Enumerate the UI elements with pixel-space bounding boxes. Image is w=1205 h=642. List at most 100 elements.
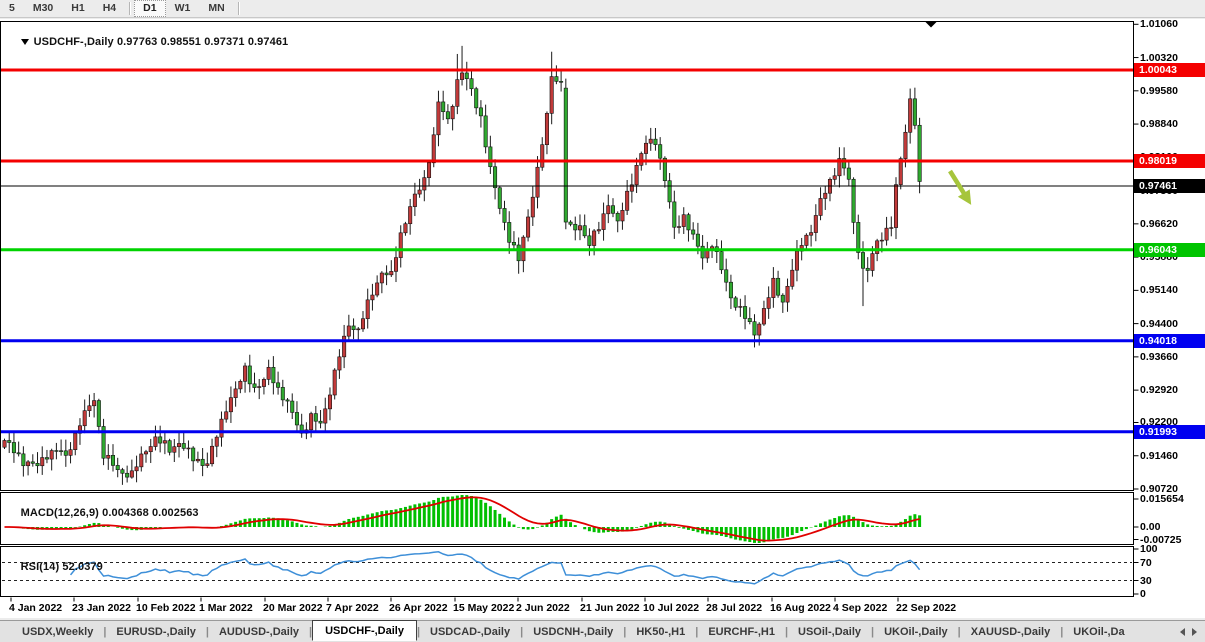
macd-histogram-bar <box>59 527 63 529</box>
candle-body <box>889 227 894 229</box>
candle-body <box>44 457 49 460</box>
candle-body <box>35 463 40 467</box>
candle-body <box>625 190 630 211</box>
candle-body <box>351 325 356 330</box>
timeframe-button-5[interactable]: 5 <box>9 2 15 14</box>
chart-tab-usdcad-daily[interactable]: USDCAD-,Daily <box>430 625 511 638</box>
macd-histogram-bar <box>653 521 657 527</box>
macd-histogram-bar <box>290 521 294 527</box>
sell-arrow-icon[interactable] <box>944 167 977 208</box>
candle-body <box>497 187 502 209</box>
candle-body <box>912 98 917 126</box>
chart-tab-usdcnh-daily[interactable]: USDCNH-,Daily <box>533 625 614 638</box>
tab-scroll-left-icon[interactable] <box>1180 627 1185 636</box>
chart-tab-xauusd-daily[interactable]: XAUUSD-,Daily <box>970 625 1051 638</box>
candle-body <box>488 146 493 168</box>
candle-body <box>639 153 644 166</box>
candle-body <box>634 165 639 186</box>
time-axis-label: 10 Jul 2022 <box>643 602 700 614</box>
chart-tab-hk50-h1[interactable]: HK50-,H1 <box>636 625 686 638</box>
time-axis-label: 20 Mar 2022 <box>263 602 323 614</box>
macd-histogram-bar <box>64 527 68 529</box>
macd-histogram-bar <box>767 527 771 542</box>
time-axis-label: 22 Sep 2022 <box>896 602 957 614</box>
symbol-dropdown-icon[interactable] <box>20 39 29 45</box>
macd-histogram-bar <box>224 524 228 527</box>
candle-body <box>879 239 884 242</box>
macd-histogram-bar <box>630 527 634 530</box>
candle-body <box>747 318 752 322</box>
candle-body <box>356 328 361 331</box>
candle-body <box>280 387 285 401</box>
candle-body <box>832 175 837 180</box>
macd-histogram-bar <box>54 527 58 529</box>
candle-body <box>648 138 653 144</box>
macd-histogram-bar <box>918 515 922 527</box>
timeframe-button-w1[interactable]: W1 <box>174 2 191 14</box>
tab-separator: | <box>784 625 789 638</box>
macd-histogram-bar <box>451 496 455 527</box>
chart-tab-usdchf-daily[interactable]: USDCHF-,Daily <box>312 619 417 641</box>
candle-body <box>516 244 521 262</box>
macd-histogram-bar <box>639 525 643 527</box>
macd-histogram-bar <box>286 520 290 527</box>
candle-body <box>403 223 408 234</box>
candle-body <box>610 205 615 214</box>
chart-tab-usoil-daily[interactable]: USOil-,Daily <box>798 625 861 638</box>
macd-histogram-bar <box>696 527 700 533</box>
time-axis-label: 2 Jun 2022 <box>516 602 570 614</box>
timeframe-button-h1[interactable]: H1 <box>71 2 85 14</box>
chart-tab-eurusd-daily[interactable]: EURUSD-,Daily <box>116 625 196 638</box>
tab-scroll-buttons <box>1180 627 1205 636</box>
candle-body <box>582 225 587 237</box>
macd-histogram-bar <box>828 519 832 527</box>
macd-histogram-bar <box>253 518 257 527</box>
macd-histogram-bar <box>106 525 110 527</box>
time-axis-label: 7 Apr 2022 <box>326 602 379 614</box>
candle-body <box>658 144 663 159</box>
macd-histogram-bar <box>583 527 587 530</box>
timeframe-button-h4[interactable]: H4 <box>102 2 117 14</box>
chart-tab-ukoil-daily[interactable]: UKOil-,Daily <box>884 625 948 638</box>
chart-tab-ukoil-da[interactable]: UKOil-,Da <box>1073 625 1125 638</box>
candle-body <box>172 446 177 453</box>
timeframe-button-d1[interactable]: D1 <box>134 0 166 17</box>
candle-body <box>823 192 828 199</box>
tab-scroll-right-icon[interactable] <box>1192 627 1197 636</box>
macd-histogram-bar <box>366 514 370 527</box>
macd-histogram-bar <box>83 525 87 527</box>
candle-body <box>780 294 785 303</box>
candle-body <box>837 158 842 177</box>
timeframe-button-m30[interactable]: M30 <box>32 2 54 14</box>
macd-histogram-bar <box>649 522 653 527</box>
tab-separator: | <box>309 625 313 638</box>
candle-body <box>846 167 851 180</box>
macd-histogram-bar <box>408 505 412 527</box>
candle-body <box>771 277 776 298</box>
candle-body <box>290 400 295 413</box>
rsi-pane-frame <box>0 546 1134 597</box>
chart-symbol-label: USDCHF-,Daily <box>33 36 114 48</box>
top-triangle-marker-icon[interactable] <box>925 22 937 28</box>
macd-histogram-bar <box>771 527 775 540</box>
price-axis-tick-label: 0.99580 <box>1140 84 1178 97</box>
chart-tabs-bar: USDX,Weekly | EURUSD-,Daily | AUDUSD-,Daily |… <box>0 619 1205 642</box>
time-axis-label: 21 Jun 2022 <box>580 602 640 614</box>
candle-body <box>384 272 389 276</box>
chart-tab-audusd-daily[interactable]: AUDUSD-,Daily <box>218 625 300 638</box>
candle-body <box>346 325 351 337</box>
macd-histogram-bar <box>361 515 365 527</box>
time-axis-label: 15 May 2022 <box>453 602 515 614</box>
timeframe-button-mn[interactable]: MN <box>208 2 225 14</box>
candle-body <box>181 443 186 449</box>
chart-tab-usdx-weekly[interactable]: USDX,Weekly <box>22 625 94 638</box>
chart-tab-eurchf-h1[interactable]: EURCHF-,H1 <box>708 625 775 638</box>
macd-histogram-bar <box>427 501 431 527</box>
macd-axis-label: 0.015654 <box>1140 493 1184 505</box>
candle-body <box>276 382 281 388</box>
candle-body <box>186 447 191 450</box>
macd-histogram-bar <box>120 527 124 529</box>
candle-body <box>120 469 125 474</box>
